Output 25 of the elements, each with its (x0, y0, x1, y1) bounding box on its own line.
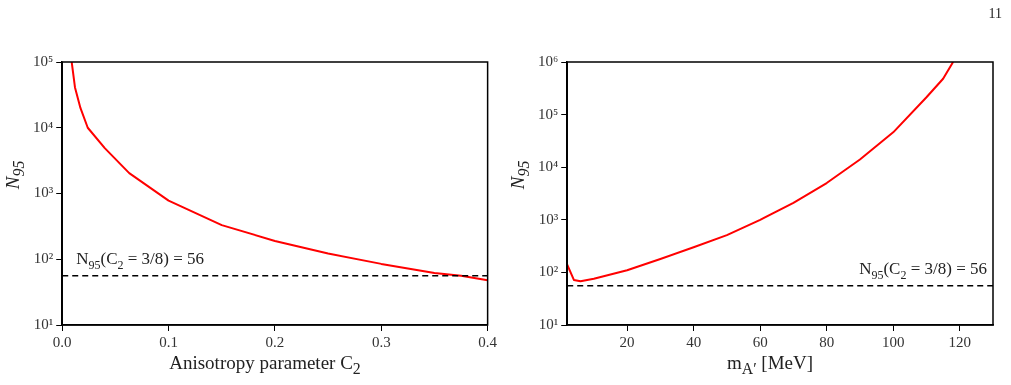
y-tick-label: 10³ (33, 184, 54, 201)
y-tick-label: 10² (33, 250, 54, 267)
x-tick-label: 0.3 (371, 333, 391, 350)
y-tick-label: 10⁵ (33, 52, 54, 69)
x-axis-title: m$_{A′}$ [MeV] (725, 352, 815, 378)
x-tick-label: 0.2 (265, 333, 285, 350)
x-tick-label: 60 (752, 333, 768, 350)
y-tick-label: 10² (538, 263, 559, 280)
y-tick-label: 10⁴ (33, 118, 54, 135)
y-tick-label: 10¹ (538, 315, 559, 332)
x-tick-label: 20 (619, 333, 635, 350)
y-tick-label: 10⁶ (538, 52, 559, 69)
text: 11 (988, 6, 1002, 22)
x-tick-label: 0.0 (52, 333, 72, 350)
x-tick-label: 0.1 (159, 333, 178, 350)
x-tick-label: 0.4 (478, 333, 498, 350)
x-tick-label: 120 (948, 333, 971, 350)
y-tick-label: 10³ (538, 210, 559, 227)
y-tick-label: 10⁵ (538, 105, 559, 122)
x-tick-label: 40 (686, 333, 702, 350)
x-axis-title: Anisotropy parameter C$_{2}$ (168, 352, 362, 378)
y-tick-label: 10⁴ (538, 158, 559, 175)
y-tick-label: 10¹ (33, 315, 54, 332)
x-tick-label: 80 (819, 333, 835, 350)
x-tick-label: 100 (881, 333, 905, 350)
